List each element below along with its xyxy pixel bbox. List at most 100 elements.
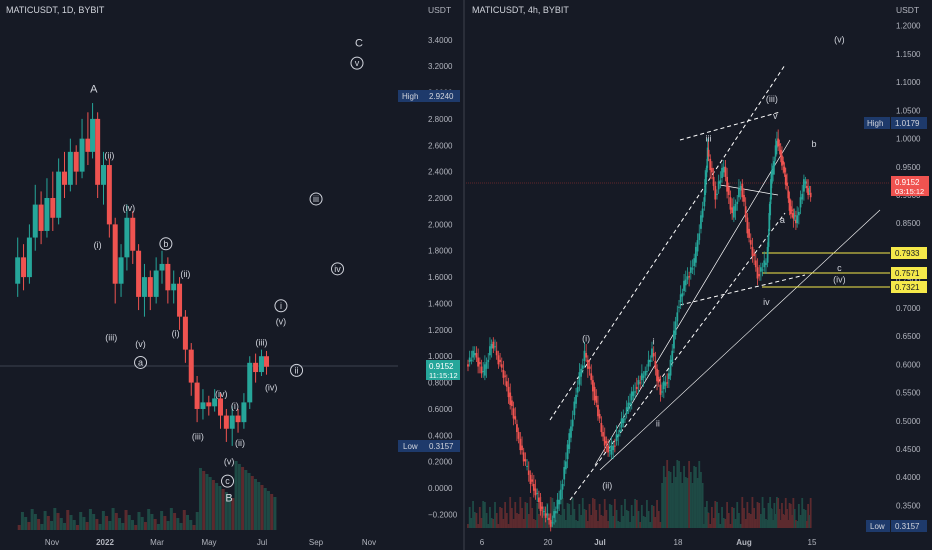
right-y-tick: 1.0000 xyxy=(896,135,921,144)
right-candle xyxy=(620,411,623,433)
right-volume-bar xyxy=(726,502,729,528)
left-y-tick: 3.2000 xyxy=(428,62,453,71)
right-candle xyxy=(480,359,483,378)
right-candle xyxy=(712,167,715,191)
right-candle xyxy=(512,401,515,426)
right-volume-bar xyxy=(805,521,808,528)
left-candle-body xyxy=(253,362,259,373)
right-volume-bar xyxy=(686,478,689,528)
right-volume-bar xyxy=(485,513,488,528)
right-candle xyxy=(791,200,793,218)
right-candle-body xyxy=(578,372,581,385)
right-candle xyxy=(598,409,601,424)
right-trend-channels xyxy=(549,64,881,501)
right-candle xyxy=(524,452,527,466)
right-volume-bar xyxy=(673,466,675,528)
right-y-tick: 0.4000 xyxy=(896,473,921,482)
right-volume-bar xyxy=(799,515,802,528)
right-candle xyxy=(482,362,485,378)
right-volume-bar xyxy=(688,461,691,528)
left-volume-bar xyxy=(17,525,21,530)
right-candle xyxy=(597,395,599,421)
right-volume-bar xyxy=(495,513,498,528)
right-volume-bar xyxy=(575,520,577,528)
right-x-axis[interactable]: 6 20 Jul 18 Aug 15 xyxy=(480,538,817,547)
right-candle xyxy=(647,350,650,372)
left-current-badge: 0.9152 11:15:12 xyxy=(426,360,460,380)
right-volume-bar xyxy=(551,498,554,528)
right-candle xyxy=(605,436,608,453)
left-candle xyxy=(206,395,212,416)
right-candle xyxy=(509,383,512,410)
right-candle xyxy=(544,506,547,523)
right-candle xyxy=(662,376,665,399)
left-x-axis[interactable]: Nov 2022 Mar May Jul Sep Nov xyxy=(45,538,376,547)
left-volume-bar xyxy=(46,516,50,530)
right-chart-panel[interactable]: MATICUSDT, 4h, BYBIT USDT 1.2000 1.1500 1.… xyxy=(466,5,929,547)
right-y-tick: 0.8500 xyxy=(896,219,921,228)
right-candle-body xyxy=(541,506,544,509)
right-candle xyxy=(559,480,562,505)
left-wave-text: b xyxy=(163,239,168,249)
left-candle xyxy=(118,244,124,297)
left-low-value: 0.3157 xyxy=(429,442,454,451)
right-volume-bar xyxy=(592,498,594,528)
right-volume-bar xyxy=(787,520,790,528)
left-candle xyxy=(194,376,200,423)
left-candle-body xyxy=(194,382,200,409)
left-chart-panel[interactable]: MATICUSDT, 1D, BYBIT USDT 3.40003.20003.… xyxy=(0,0,462,550)
right-volume-bar xyxy=(758,503,761,528)
right-candle-body xyxy=(724,166,727,177)
left-candle xyxy=(106,158,112,238)
left-volume-bar xyxy=(43,511,47,530)
right-y-tick: 0.3500 xyxy=(896,501,921,510)
left-candle-body xyxy=(44,198,50,231)
right-candle xyxy=(522,447,525,466)
right-candle-body xyxy=(553,511,555,518)
right-candle-body xyxy=(487,359,490,363)
right-candle xyxy=(588,359,591,376)
right-candle-body xyxy=(583,350,586,361)
left-x-tick: May xyxy=(201,538,216,547)
right-candle-body xyxy=(781,155,783,166)
left-candle xyxy=(188,343,194,396)
right-candle xyxy=(754,253,757,272)
right-y-axis[interactable]: 1.20001.15001.10001.05001.00000.95000.90… xyxy=(896,22,921,511)
left-volume-bar xyxy=(241,467,245,530)
channel-base-solid xyxy=(599,209,881,471)
right-volume-bar xyxy=(652,506,655,528)
left-volume-bar xyxy=(75,525,79,530)
right-candle-body xyxy=(729,197,732,210)
fib-badge-2-box xyxy=(891,267,927,279)
left-volume-bar xyxy=(163,516,167,530)
right-volume-bar xyxy=(784,498,787,528)
left-wave-text: B xyxy=(225,492,232,504)
left-candle-body xyxy=(56,171,62,218)
right-candle-body xyxy=(504,375,507,377)
left-volume-bar xyxy=(53,508,57,530)
right-candle-body xyxy=(694,246,697,263)
left-y-axis[interactable]: 3.40003.20003.00002.80002.60002.40002.20… xyxy=(428,36,458,520)
wave-circle-icon xyxy=(309,192,323,206)
left-volume-bar xyxy=(69,515,73,530)
wave-circle-icon xyxy=(274,299,288,313)
right-candle-body xyxy=(754,260,757,268)
right-candle xyxy=(504,371,507,386)
right-candle-body xyxy=(772,165,775,175)
left-volume-bar xyxy=(30,509,34,530)
right-volume-bar xyxy=(644,517,647,528)
left-candle xyxy=(90,103,96,159)
right-candle-body xyxy=(573,401,576,416)
right-candle-body xyxy=(654,360,657,369)
left-volume-bar xyxy=(50,521,54,530)
left-candle xyxy=(38,191,44,245)
right-candle-body xyxy=(766,246,769,263)
right-candle xyxy=(748,222,750,243)
right-y-tick: 0.7000 xyxy=(896,304,921,313)
right-candle xyxy=(765,258,767,274)
right-volume-bar xyxy=(492,519,495,528)
left-candle xyxy=(264,350,270,375)
right-candle xyxy=(536,488,539,503)
right-candle xyxy=(698,224,701,245)
right-fib-levels xyxy=(762,252,890,288)
